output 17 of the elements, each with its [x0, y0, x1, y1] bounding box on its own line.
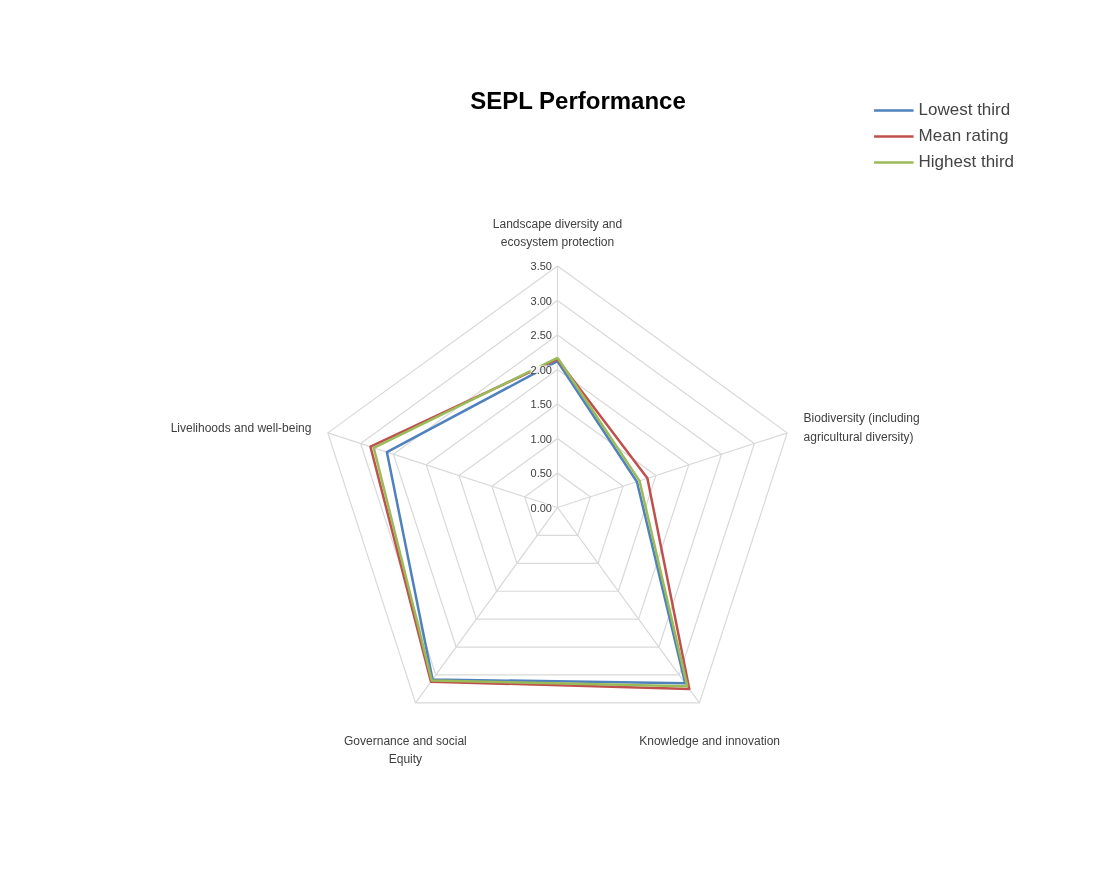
chart-title: SEPL Performance — [470, 86, 686, 114]
legend-label: Mean rating — [918, 126, 1009, 146]
y-tick-label: 0.50 — [530, 467, 552, 479]
legend-label: Highest third — [918, 152, 1014, 172]
spoke-label: Landscape diversity and ecosystem protection — [492, 216, 623, 249]
y-tick-label: 2.50 — [530, 329, 552, 341]
spoke-label: Livelihoods and well-being — [170, 420, 312, 435]
y-tick-label: 1.50 — [530, 398, 552, 410]
y-tick-label: 0.00 — [530, 501, 552, 514]
spoke-label: Knowledge and innovation — [639, 734, 780, 749]
spoke-label: Governance and social Equity — [344, 734, 467, 767]
spoke-label: Biodiversity (including agricultural diversity) — [803, 411, 920, 444]
y-tick-label: 3.00 — [530, 294, 552, 307]
legend-label: Lowest third — [918, 100, 1011, 120]
y-tick-label: 1.00 — [530, 432, 552, 445]
y-tick-label: 2.00 — [530, 363, 552, 376]
y-tick-label: 3.50 — [530, 260, 552, 272]
